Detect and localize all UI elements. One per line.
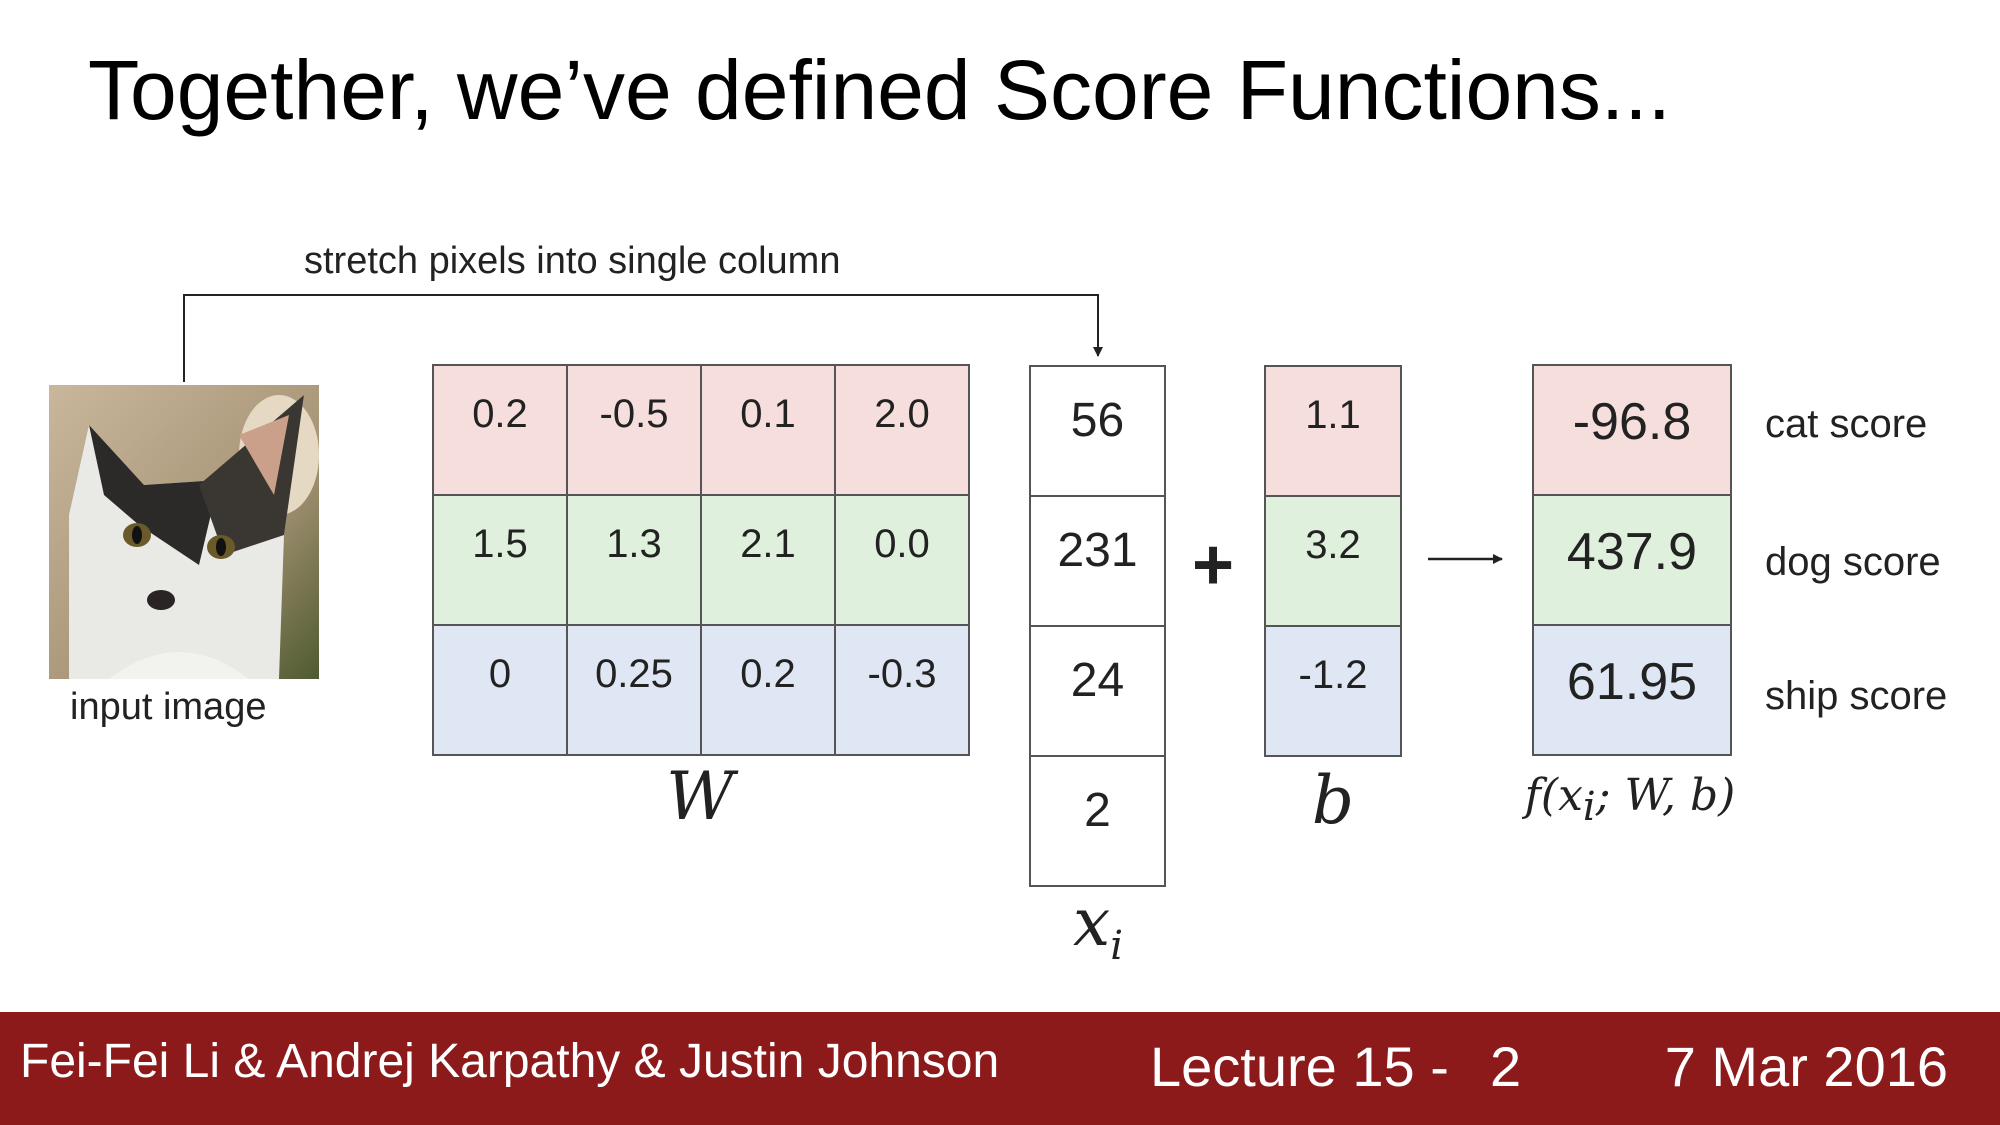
footer-bar: Fei-Fei Li & Andrej Karpathy & Justin Jo… — [0, 1012, 2000, 1125]
b-cell: -1.2 — [1264, 625, 1402, 757]
f-cell: -96.8 — [1532, 364, 1732, 496]
f-label: f(xi; W, b) — [1524, 770, 1736, 830]
score-vector-f: -96.8 437.9 61.95 — [1532, 364, 1732, 756]
weight-matrix-w: 0.2 -0.5 0.1 2.0 1.5 1.3 2.1 0.0 0 0.25 … — [432, 364, 970, 756]
w-cell: 0 — [432, 624, 568, 756]
footer-authors: Fei-Fei Li & Andrej Karpathy & Justin Jo… — [20, 1035, 1000, 1088]
w-cell: 0.2 — [432, 364, 568, 496]
w-cell: 0.2 — [700, 624, 836, 756]
x-label: xi — [1072, 884, 1124, 970]
stretch-caption: stretch pixels into single column — [304, 240, 841, 282]
footer-date: 7 Mar 2016 — [1664, 1035, 1948, 1098]
input-vector-x: 56 231 24 2 — [1029, 365, 1166, 887]
input-image — [49, 385, 319, 679]
x-cell: 231 — [1029, 495, 1166, 627]
w-cell: 1.3 — [566, 494, 702, 626]
b-label: b — [1311, 762, 1355, 839]
x-cell: 2 — [1029, 755, 1166, 887]
w-cell: 2.0 — [834, 364, 970, 496]
w-cell: 0.25 — [566, 624, 702, 756]
w-cell: 0.0 — [834, 494, 970, 626]
w-cell: 2.1 — [700, 494, 836, 626]
w-cell: 0.1 — [700, 364, 836, 496]
f-cell: 437.9 — [1532, 494, 1732, 626]
footer-page-number: 2 — [1490, 1035, 1522, 1098]
f-cell: 61.95 — [1532, 624, 1732, 756]
x-cell: 56 — [1029, 365, 1166, 497]
bias-vector-b: 1.1 3.2 -1.2 — [1264, 365, 1402, 757]
b-cell: 1.1 — [1264, 365, 1402, 497]
ship-score-label: ship score — [1765, 674, 1948, 718]
input-image-caption: input image — [70, 686, 267, 728]
slide-title: Together, we’ve defined Score Functions.… — [88, 43, 1671, 137]
w-label: W — [666, 758, 734, 835]
dog-score-label: dog score — [1765, 540, 1941, 584]
x-cell: 24 — [1029, 625, 1166, 757]
w-cell: 1.5 — [432, 494, 568, 626]
b-cell: 3.2 — [1264, 495, 1402, 627]
w-cell: -0.3 — [834, 624, 970, 756]
cat-score-label: cat score — [1765, 402, 1928, 446]
w-cell: -0.5 — [566, 364, 702, 496]
plus-sign: + — [1192, 525, 1235, 605]
footer-lecture: Lecture 15 - — [1150, 1035, 1449, 1098]
